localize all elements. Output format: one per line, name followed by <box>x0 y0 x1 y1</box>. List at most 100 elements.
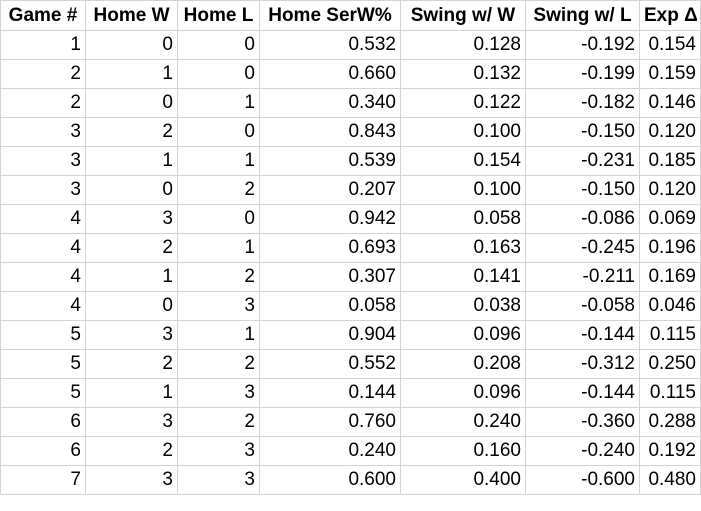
game-number-cell[interactable]: 1 <box>0 30 86 60</box>
swing-with-l-cell[interactable]: -0.150 <box>525 175 640 205</box>
exp-delta-cell[interactable]: 0.288 <box>639 407 701 437</box>
swing-with-w-cell[interactable]: 0.240 <box>400 407 526 437</box>
home-w-cell[interactable]: 2 <box>85 117 178 147</box>
game-number-cell[interactable]: 5 <box>0 349 86 379</box>
home-l-cell[interactable]: 3 <box>177 465 260 495</box>
home-w-cell[interactable]: 1 <box>85 378 178 408</box>
home-l-cell[interactable]: 0 <box>177 59 260 89</box>
home-serw-pct-cell[interactable]: 0.552 <box>259 349 401 379</box>
home-l-cell[interactable]: 1 <box>177 233 260 263</box>
header-exp-delta[interactable]: Exp Δ <box>639 0 701 31</box>
swing-with-l-cell[interactable]: -0.058 <box>525 291 640 321</box>
header-home-w[interactable]: Home W <box>85 0 178 31</box>
home-w-cell[interactable]: 1 <box>85 59 178 89</box>
home-l-cell[interactable]: 0 <box>177 204 260 234</box>
game-number-cell[interactable]: 7 <box>0 465 86 495</box>
exp-delta-cell[interactable]: 0.196 <box>639 233 701 263</box>
game-number-cell[interactable]: 4 <box>0 204 86 234</box>
header-home-serw-pct[interactable]: Home SerW% <box>259 0 401 31</box>
swing-with-w-cell[interactable]: 0.400 <box>400 465 526 495</box>
exp-delta-cell[interactable]: 0.169 <box>639 262 701 292</box>
home-l-cell[interactable]: 2 <box>177 262 260 292</box>
home-serw-pct-cell[interactable]: 0.693 <box>259 233 401 263</box>
swing-with-l-cell[interactable]: -0.144 <box>525 320 640 350</box>
home-w-cell[interactable]: 0 <box>85 291 178 321</box>
home-l-cell[interactable]: 0 <box>177 30 260 60</box>
home-w-cell[interactable]: 2 <box>85 349 178 379</box>
exp-delta-cell[interactable]: 0.159 <box>639 59 701 89</box>
home-serw-pct-cell[interactable]: 0.532 <box>259 30 401 60</box>
home-w-cell[interactable]: 0 <box>85 88 178 118</box>
game-number-cell[interactable]: 3 <box>0 146 86 176</box>
exp-delta-cell[interactable]: 0.154 <box>639 30 701 60</box>
home-serw-pct-cell[interactable]: 0.760 <box>259 407 401 437</box>
game-number-cell[interactable]: 4 <box>0 233 86 263</box>
game-number-cell[interactable]: 2 <box>0 59 86 89</box>
swing-with-l-cell[interactable]: -0.199 <box>525 59 640 89</box>
game-number-cell[interactable]: 5 <box>0 320 86 350</box>
home-l-cell[interactable]: 1 <box>177 146 260 176</box>
swing-with-w-cell[interactable]: 0.038 <box>400 291 526 321</box>
swing-with-w-cell[interactable]: 0.141 <box>400 262 526 292</box>
game-number-cell[interactable]: 3 <box>0 117 86 147</box>
swing-with-w-cell[interactable]: 0.100 <box>400 117 526 147</box>
game-number-cell[interactable]: 6 <box>0 407 86 437</box>
exp-delta-cell[interactable]: 0.046 <box>639 291 701 321</box>
swing-with-w-cell[interactable]: 0.100 <box>400 175 526 205</box>
game-number-cell[interactable]: 6 <box>0 436 86 466</box>
home-serw-pct-cell[interactable]: 0.207 <box>259 175 401 205</box>
header-swing-with-l[interactable]: Swing w/ L <box>525 0 640 31</box>
home-w-cell[interactable]: 3 <box>85 465 178 495</box>
swing-with-l-cell[interactable]: -0.240 <box>525 436 640 466</box>
home-serw-pct-cell[interactable]: 0.942 <box>259 204 401 234</box>
home-l-cell[interactable]: 3 <box>177 291 260 321</box>
exp-delta-cell[interactable]: 0.146 <box>639 88 701 118</box>
swing-with-l-cell[interactable]: -0.192 <box>525 30 640 60</box>
header-swing-with-w[interactable]: Swing w/ W <box>400 0 526 31</box>
swing-with-w-cell[interactable]: 0.160 <box>400 436 526 466</box>
home-w-cell[interactable]: 2 <box>85 233 178 263</box>
swing-with-w-cell[interactable]: 0.058 <box>400 204 526 234</box>
home-w-cell[interactable]: 1 <box>85 146 178 176</box>
game-number-cell[interactable]: 2 <box>0 88 86 118</box>
exp-delta-cell[interactable]: 0.480 <box>639 465 701 495</box>
exp-delta-cell[interactable]: 0.250 <box>639 349 701 379</box>
home-l-cell[interactable]: 3 <box>177 378 260 408</box>
home-serw-pct-cell[interactable]: 0.843 <box>259 117 401 147</box>
home-serw-pct-cell[interactable]: 0.058 <box>259 291 401 321</box>
exp-delta-cell[interactable]: 0.185 <box>639 146 701 176</box>
home-l-cell[interactable]: 2 <box>177 175 260 205</box>
swing-with-l-cell[interactable]: -0.086 <box>525 204 640 234</box>
game-number-cell[interactable]: 5 <box>0 378 86 408</box>
swing-with-l-cell[interactable]: -0.144 <box>525 378 640 408</box>
home-w-cell[interactable]: 3 <box>85 407 178 437</box>
home-serw-pct-cell[interactable]: 0.600 <box>259 465 401 495</box>
swing-with-l-cell[interactable]: -0.231 <box>525 146 640 176</box>
swing-with-w-cell[interactable]: 0.128 <box>400 30 526 60</box>
swing-with-w-cell[interactable]: 0.096 <box>400 378 526 408</box>
swing-with-w-cell[interactable]: 0.132 <box>400 59 526 89</box>
home-w-cell[interactable]: 0 <box>85 30 178 60</box>
home-l-cell[interactable]: 0 <box>177 117 260 147</box>
swing-with-w-cell[interactable]: 0.163 <box>400 233 526 263</box>
exp-delta-cell[interactable]: 0.192 <box>639 436 701 466</box>
exp-delta-cell[interactable]: 0.115 <box>639 378 701 408</box>
game-number-cell[interactable]: 3 <box>0 175 86 205</box>
exp-delta-cell[interactable]: 0.120 <box>639 175 701 205</box>
home-w-cell[interactable]: 2 <box>85 436 178 466</box>
home-w-cell[interactable]: 0 <box>85 175 178 205</box>
swing-with-w-cell[interactable]: 0.154 <box>400 146 526 176</box>
swing-with-l-cell[interactable]: -0.150 <box>525 117 640 147</box>
home-serw-pct-cell[interactable]: 0.240 <box>259 436 401 466</box>
swing-with-w-cell[interactable]: 0.208 <box>400 349 526 379</box>
swing-with-l-cell[interactable]: -0.245 <box>525 233 640 263</box>
swing-with-l-cell[interactable]: -0.312 <box>525 349 640 379</box>
swing-with-l-cell[interactable]: -0.211 <box>525 262 640 292</box>
home-serw-pct-cell[interactable]: 0.340 <box>259 88 401 118</box>
game-number-cell[interactable]: 4 <box>0 262 86 292</box>
exp-delta-cell[interactable]: 0.069 <box>639 204 701 234</box>
home-serw-pct-cell[interactable]: 0.660 <box>259 59 401 89</box>
home-l-cell[interactable]: 3 <box>177 436 260 466</box>
header-home-l[interactable]: Home L <box>177 0 260 31</box>
swing-with-l-cell[interactable]: -0.182 <box>525 88 640 118</box>
